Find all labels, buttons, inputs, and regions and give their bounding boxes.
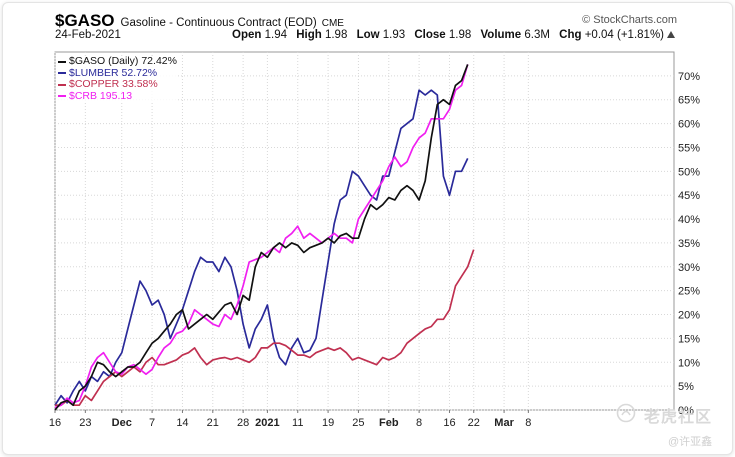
x-tick-label: 25 xyxy=(352,417,364,429)
legend-item-crb: $CRB 195.13 xyxy=(58,89,177,103)
series-line-lumber xyxy=(54,89,469,406)
x-tick-label: 7 xyxy=(149,417,155,429)
x-tick-label: 2021 xyxy=(255,417,279,429)
y-tick-label: 35% xyxy=(678,238,700,250)
x-tick-label: 16 xyxy=(49,417,61,429)
y-tick-label: 45% xyxy=(678,190,700,202)
exchange-label: CME xyxy=(321,18,344,29)
y-tick-label: 20% xyxy=(678,310,700,322)
chg-value: +0.04 (+1.81%) xyxy=(584,29,664,41)
watermark-text: 老虎社区 xyxy=(644,409,713,426)
open-value: 1.94 xyxy=(264,29,287,41)
plot-area xyxy=(54,51,675,411)
x-tick-label: 19 xyxy=(322,417,334,429)
y-tick-label: 25% xyxy=(678,286,700,298)
up-arrow-icon xyxy=(667,31,675,38)
y-tick-label: 60% xyxy=(678,119,700,131)
watermark-author: @许亚鑫 xyxy=(668,436,713,448)
low-value: 1.93 xyxy=(382,29,406,41)
volume-value: 6.3M xyxy=(524,29,550,41)
ticker-symbol: $GASO xyxy=(55,11,115,30)
ohlc-values: Open 1.94 High 1.98 Low 1.93 Close 1.98 … xyxy=(232,29,675,41)
chg-label: Chg xyxy=(559,29,582,41)
y-tick-label: 50% xyxy=(678,166,700,178)
y-tick-label: 15% xyxy=(678,333,700,345)
legend-swatch xyxy=(58,72,66,75)
low-label: Low xyxy=(356,29,380,41)
y-tick-label: 40% xyxy=(678,214,700,226)
series-line-gaso xyxy=(54,64,469,411)
quote-date: 24-Feb-2021 xyxy=(55,29,121,41)
x-tick-label: 8 xyxy=(525,417,531,429)
open-label: Open xyxy=(232,29,262,41)
x-tick-label: 28 xyxy=(237,417,249,429)
y-tick-label: 70% xyxy=(678,71,700,83)
legend-swatch xyxy=(58,83,66,86)
x-tick-label: 14 xyxy=(176,417,188,429)
y-tick-label: 65% xyxy=(678,95,700,107)
high-value: 1.98 xyxy=(324,29,348,41)
watermark-logo-icon xyxy=(616,403,636,423)
quote-bar: 24-Feb-2021 Open 1.94 High 1.98 Low 1.93… xyxy=(55,29,675,44)
legend-swatch xyxy=(58,95,66,98)
series-line-crb xyxy=(54,64,469,409)
x-tick-label: 8 xyxy=(416,417,422,429)
x-tick-label: 23 xyxy=(79,417,91,429)
ticker-description: Gasoline - Continuous Contract (EOD) xyxy=(120,17,317,29)
y-tick-label: 5% xyxy=(678,381,694,393)
close-label: Close xyxy=(414,29,446,41)
chart-legend: $GASO (Daily) 72.42% $LUMBER 52.72% $COP… xyxy=(58,55,177,103)
legend-item-gaso: $GASO (Daily) 72.42% xyxy=(58,55,177,68)
x-tick-label: 21 xyxy=(207,417,219,429)
legend-item-lumber: $LUMBER 52.72% xyxy=(58,66,177,80)
y-tick-label: 30% xyxy=(678,262,700,274)
legend-label: $GASO (Daily) 72.42% xyxy=(69,55,177,67)
legend-label: $CRB 195.13 xyxy=(69,89,133,102)
legend-label: $LUMBER 52.72% xyxy=(69,66,158,79)
y-tick-label: 10% xyxy=(678,357,700,369)
legend-label: $COPPER 33.58% xyxy=(69,78,158,90)
x-tick-label: 22 xyxy=(468,417,480,429)
x-tick-label: 11 xyxy=(292,417,303,429)
y-tick-label: 0% xyxy=(678,405,694,417)
legend-swatch xyxy=(58,60,66,63)
series-line-copper xyxy=(55,249,475,407)
x-tick-label: Dec xyxy=(112,417,132,429)
high-label: High xyxy=(296,29,322,41)
x-tick-label: Feb xyxy=(379,417,399,429)
volume-label: Volume xyxy=(480,29,522,41)
chart-header: $GASO Gasoline - Continuous Contract (EO… xyxy=(55,11,344,30)
x-tick-label: Mar xyxy=(494,417,514,429)
legend-item-copper: $COPPER 33.58% xyxy=(58,78,177,91)
y-tick-label: 55% xyxy=(678,142,700,154)
brand-label: © StockCharts.com xyxy=(582,14,677,26)
close-value: 1.98 xyxy=(448,29,472,41)
x-tick-label: 16 xyxy=(443,417,455,429)
